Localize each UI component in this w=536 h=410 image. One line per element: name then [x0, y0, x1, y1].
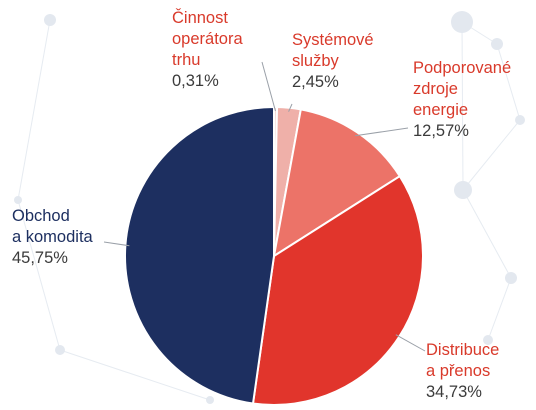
slice-label-line: Obchod: [12, 207, 70, 225]
background-network-link: [17, 199, 61, 351]
background-network-node: [206, 396, 214, 404]
slice-label-podporovane-zdroje-energie: Podporované zdroje energie 12,57%: [413, 58, 511, 142]
slice-label-obchod-a-komodita: Obchod a komodita 45,75%: [12, 206, 93, 269]
background-network-link: [487, 277, 512, 341]
slice-value-label: 2,45%: [292, 73, 339, 91]
slice-label-line: energie: [413, 101, 469, 119]
slice-label-line: služby: [292, 52, 339, 70]
background-network-node: [515, 115, 525, 125]
background-network-node: [14, 196, 22, 204]
leader-line-2: [354, 127, 409, 137]
slice-label-line: a komodita: [12, 228, 93, 246]
background-network-node: [483, 335, 493, 345]
background-network-node: [491, 38, 503, 50]
background-network-node: [505, 272, 517, 284]
slice-label-cinnost-operatora-trhu: Činnost operátora trhu 0,31%: [172, 8, 243, 92]
background-network-link: [496, 43, 521, 121]
leader-line-4: [103, 241, 130, 247]
background-network-node: [454, 181, 472, 199]
slice-label-line: Podporované: [413, 59, 512, 77]
background-network-node: [44, 14, 56, 26]
background-network-node: [55, 345, 65, 355]
slice-value-label: 45,75%: [12, 249, 68, 267]
slice-label-systemove-sluzby: Systémové služby 2,45%: [292, 30, 374, 93]
background-network-link: [462, 119, 521, 191]
background-network-link: [59, 349, 211, 401]
slice-label-line: a přenos: [426, 362, 491, 380]
slice-label-distribuce-a-prenos: Distribuce a přenos 34,73%: [426, 340, 499, 403]
background-network-node: [451, 11, 473, 33]
background-network-link: [17, 19, 51, 201]
slice-value-label: 0,31%: [172, 72, 219, 90]
leader-line-0: [261, 61, 276, 112]
leader-line-3: [395, 334, 426, 352]
slice-label-line: operátora: [172, 30, 243, 48]
slice-label-line: zdroje: [413, 80, 458, 98]
slice-label-line: Systémové: [292, 31, 374, 49]
background-network-link: [462, 189, 512, 279]
leader-line-1: [288, 103, 293, 112]
slice-label-line: Činnost: [172, 9, 228, 27]
pie-slice-4: [123, 106, 275, 405]
slice-label-line: Distribuce: [426, 341, 500, 359]
slice-label-line: trhu: [172, 51, 201, 69]
slice-value-label: 12,57%: [413, 122, 469, 140]
pie-slice-2: [273, 108, 401, 257]
slice-value-label: 34,73%: [426, 383, 482, 401]
background-network-link: [461, 21, 464, 191]
